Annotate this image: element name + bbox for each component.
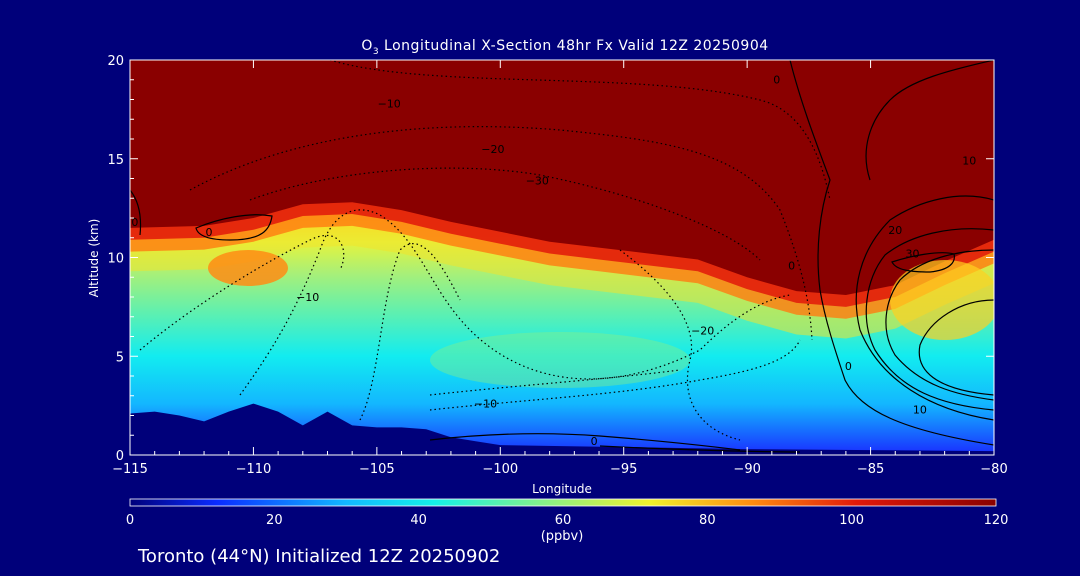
contour-line xyxy=(599,445,801,453)
contour-line xyxy=(918,299,994,396)
contour-line xyxy=(619,249,741,441)
contour-label: −10 xyxy=(296,291,319,304)
contour-label: −30 xyxy=(526,174,549,187)
contour-line xyxy=(189,126,813,341)
contour-label: 0 xyxy=(591,435,598,448)
contour-label: −20 xyxy=(691,325,714,338)
terrain xyxy=(130,403,994,455)
title-subscript: 3 xyxy=(373,47,379,57)
contour-label: 10 xyxy=(913,404,927,417)
contour-line xyxy=(891,252,955,273)
x-tick-label: −105 xyxy=(359,462,395,477)
footer-caption: Toronto (44°N) Initialized 12Z 20250902 xyxy=(137,546,500,567)
colorbar-tick-label: 20 xyxy=(266,513,283,528)
y-tick-label: 15 xyxy=(107,153,124,168)
contour-line xyxy=(429,433,741,451)
contour-label: 20 xyxy=(888,224,902,237)
title-prefix: O xyxy=(361,38,373,54)
y-tick-label: 10 xyxy=(107,252,124,267)
contour-label: −20 xyxy=(481,143,504,156)
contour-line xyxy=(855,195,994,421)
x-tick-label: −85 xyxy=(857,462,884,477)
y-axis: 0 5 10 15 20 xyxy=(107,54,994,464)
contour-label: 0 xyxy=(845,360,852,373)
x-tick-label: −110 xyxy=(236,462,272,477)
colorbar-tick-label: 100 xyxy=(839,513,864,528)
x-axis-label: Longitude xyxy=(532,482,592,496)
contour-line xyxy=(885,249,994,401)
colorbar-ticks: 0 20 40 60 80 100 120 xyxy=(126,513,1009,528)
colorbar-tick-label: 0 xyxy=(126,513,134,528)
contour-line xyxy=(130,189,142,236)
chart-title: O3 Longitudinal X-Section 48hr Fx Valid … xyxy=(361,38,768,57)
x-tick-label: −90 xyxy=(733,462,760,477)
contour-line xyxy=(429,369,681,396)
colorbar-tick-label: 60 xyxy=(555,513,572,528)
contour-label: 30 xyxy=(906,248,920,261)
x-tick-label: −80 xyxy=(980,462,1007,477)
contour-labels: −10 −20 −30 −10 −20 −10 0 0 0 0 0 10 10 20 30 0 xyxy=(131,74,976,448)
colorbar-tick-label: 40 xyxy=(410,513,427,528)
contour-label: −10 xyxy=(474,398,497,411)
east-yellow-pocket xyxy=(890,260,994,340)
contour-label: −10 xyxy=(378,97,401,110)
contour-line xyxy=(139,234,345,351)
colorbar-unit-label: (ppbv) xyxy=(541,529,584,544)
contour-line xyxy=(789,60,994,446)
contour-label: 0 xyxy=(773,74,780,87)
orange-pocket xyxy=(208,250,288,286)
x-tick-label: −95 xyxy=(610,462,637,477)
contour-label: 10 xyxy=(962,155,976,168)
y-tick-label: 20 xyxy=(107,54,124,69)
contour-line xyxy=(865,228,994,411)
stratosphere-region xyxy=(130,60,994,295)
title-rest: Longitudinal X-Section 48hr Fx Valid 12Z… xyxy=(379,38,769,54)
colorbar-tick-label: 80 xyxy=(699,513,716,528)
x-tick-label: −100 xyxy=(482,462,518,477)
y-axis-label: Altitude (km) xyxy=(87,219,101,298)
plot-area: −10 −20 −30 −10 −20 −10 0 0 0 0 0 10 10 20 30 0 xyxy=(130,60,994,455)
colorbar-tick-label: 120 xyxy=(984,513,1009,528)
y-tick-label: 0 xyxy=(116,449,124,464)
y-tick-label: 5 xyxy=(116,350,124,365)
contour-line xyxy=(195,214,273,241)
contour-label: 0 xyxy=(131,216,138,229)
contour-label: 0 xyxy=(206,226,213,239)
colorbar xyxy=(129,498,997,507)
x-tick-label: −115 xyxy=(112,462,148,477)
contour-line xyxy=(865,60,994,181)
x-axis: −115 −110 −105 −100 −95 −90 −85 −80 xyxy=(112,60,1008,477)
contour-line xyxy=(329,60,831,201)
contour-label: 0 xyxy=(788,259,795,272)
mid-green-pocket xyxy=(430,332,690,388)
contour-line xyxy=(249,167,761,261)
